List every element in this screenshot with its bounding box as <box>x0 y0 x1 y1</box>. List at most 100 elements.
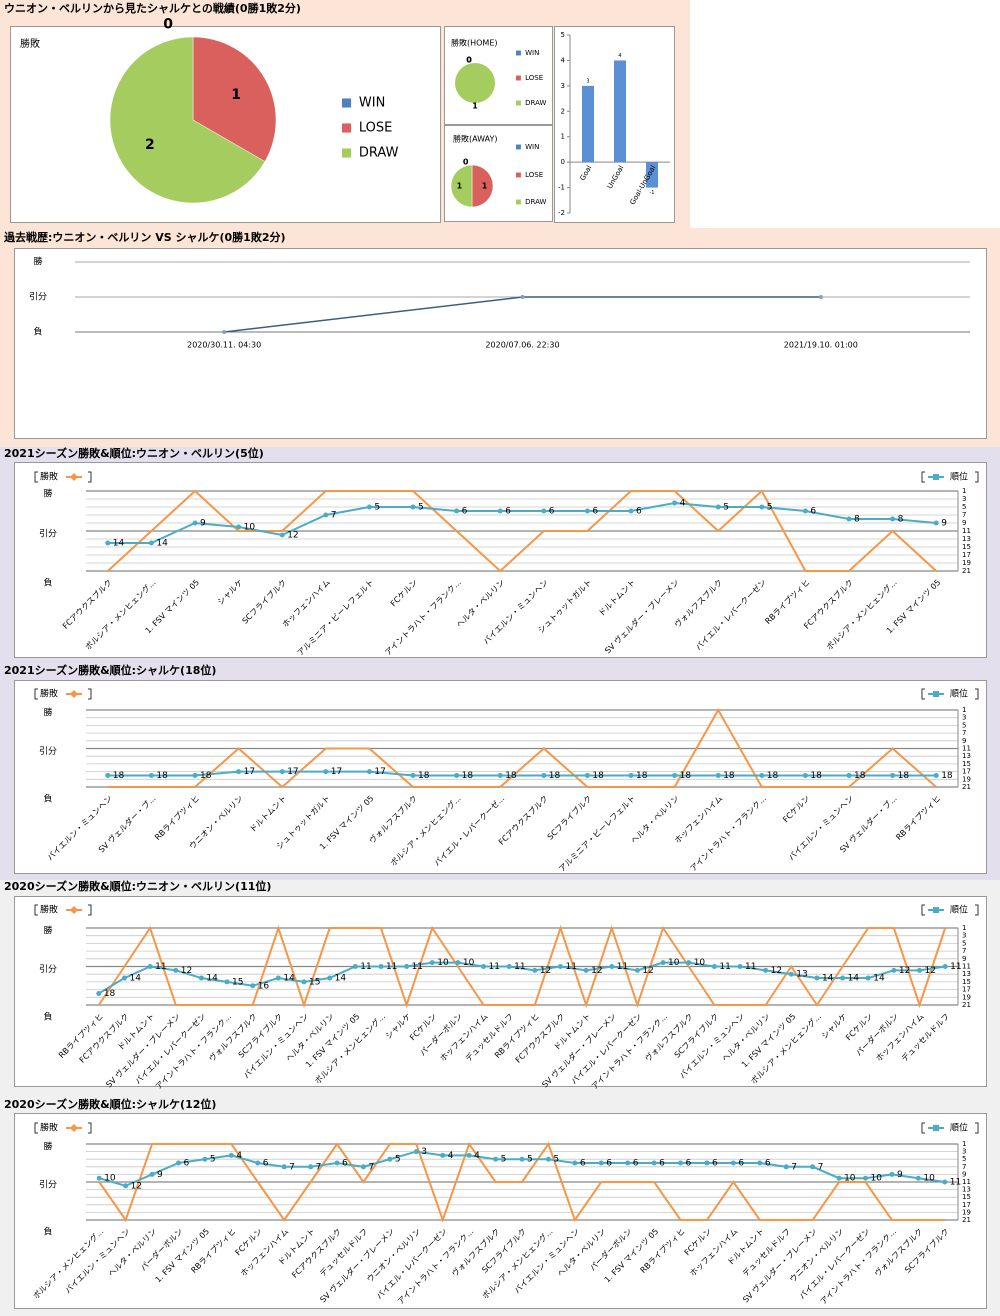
legend-label: DRAW <box>525 99 546 107</box>
point <box>737 964 743 969</box>
bar-value-label: -1 <box>650 190 655 196</box>
data-label: 12 <box>181 966 192 976</box>
legend-bracket <box>975 1122 979 1134</box>
y2-tick-label: 11 <box>962 963 971 971</box>
data-label: 18 <box>113 771 125 781</box>
y2-tick-label: 7 <box>962 1163 966 1171</box>
chart-box <box>14 1113 987 1309</box>
point <box>609 964 615 969</box>
point <box>759 504 765 510</box>
pie-label: 1 <box>472 102 478 111</box>
point <box>836 1175 842 1181</box>
y2-tick-label: 15 <box>962 1193 971 1201</box>
point <box>788 971 794 977</box>
point <box>625 1160 631 1166</box>
legend-label: 勝敗 <box>40 1122 58 1134</box>
point <box>175 1160 181 1166</box>
section-title: 2021シーズン勝敗&順位:シャルケ(18位) <box>4 663 216 677</box>
y-tick-label: 3 <box>561 82 565 90</box>
point <box>352 964 358 969</box>
point <box>890 516 896 522</box>
data-label: 8 <box>854 515 860 525</box>
data-label: 16 <box>258 981 270 991</box>
data-label: 5 <box>374 503 380 513</box>
point <box>506 964 512 969</box>
data-label: 11 <box>155 962 166 972</box>
data-label: 6 <box>505 507 511 517</box>
pie-label: 1 <box>457 182 463 191</box>
legend-marker <box>70 906 78 914</box>
data-label: 9 <box>897 1170 903 1180</box>
data-label: 9 <box>157 1170 163 1180</box>
point <box>863 1175 869 1181</box>
y-tick-label: -1 <box>558 184 565 192</box>
legend-label: 勝敗 <box>40 904 58 916</box>
y2-tick-label: 9 <box>962 737 966 745</box>
data-label: 10 <box>104 1174 116 1184</box>
data-label: 11 <box>489 962 500 972</box>
legend-label: DRAW <box>359 146 399 161</box>
y2-tick-label: 19 <box>962 993 971 1001</box>
data-label: 18 <box>767 771 779 781</box>
legend-swatch <box>342 123 352 133</box>
point <box>840 975 846 981</box>
data-label: 6 <box>633 1159 639 1169</box>
data-label: 12 <box>899 966 910 976</box>
series-line <box>97 924 947 1009</box>
y2-tick-label: 17 <box>962 1201 971 1209</box>
y2-tick-label: 11 <box>962 745 971 753</box>
legend-bracket <box>88 904 92 916</box>
point <box>250 983 256 989</box>
bar <box>646 162 658 188</box>
legend-label: LOSE <box>359 121 392 136</box>
point <box>281 1164 287 1170</box>
series-line <box>107 770 937 777</box>
data-label: 8 <box>898 515 904 525</box>
data-label: 11 <box>412 962 423 972</box>
point <box>366 769 372 775</box>
data-label: 5 <box>418 503 424 513</box>
y2-tick-label: 21 <box>962 1216 971 1224</box>
data-label: 18 <box>941 771 953 781</box>
data-label: 10 <box>437 958 449 968</box>
point <box>783 1164 789 1170</box>
point <box>192 772 198 778</box>
data-label: 18 <box>418 771 430 781</box>
data-label: 11 <box>565 962 576 972</box>
point <box>759 772 765 778</box>
y-tick-label: 勝 <box>43 925 52 937</box>
data-label: 14 <box>206 974 218 984</box>
point <box>481 964 487 969</box>
point <box>715 772 721 778</box>
point <box>545 1156 551 1162</box>
point <box>802 508 808 514</box>
y2-tick-label: 5 <box>962 503 966 511</box>
data-label: 14 <box>113 539 125 549</box>
legend-bracket <box>975 688 979 700</box>
data-label: 10 <box>463 958 475 968</box>
data-label: 17 <box>374 767 385 777</box>
bar-value-label: 3 <box>586 78 589 84</box>
y2-tick-label: 5 <box>962 721 966 729</box>
point <box>519 1156 525 1162</box>
point <box>323 512 329 518</box>
pie-label: 1 <box>482 182 488 191</box>
point <box>628 772 634 778</box>
y-tick-label: 負 <box>43 793 52 805</box>
legend-bracket <box>921 471 925 483</box>
point <box>148 540 154 546</box>
point <box>378 964 384 969</box>
chart-box <box>14 248 987 439</box>
point <box>584 508 590 514</box>
y2-tick-label: 13 <box>962 535 971 543</box>
legend-label: DRAW <box>525 198 546 206</box>
y2-tick-label: 1 <box>962 1140 966 1148</box>
y-tick-label: 勝 <box>43 1141 52 1153</box>
legend-label: 順位 <box>950 904 968 916</box>
data-label: 11 <box>514 962 525 972</box>
y2-tick-label: 13 <box>962 1186 971 1194</box>
point <box>715 504 721 510</box>
data-label: 6 <box>636 507 642 517</box>
legend-marker <box>70 1124 78 1132</box>
data-label: 11 <box>950 962 961 972</box>
